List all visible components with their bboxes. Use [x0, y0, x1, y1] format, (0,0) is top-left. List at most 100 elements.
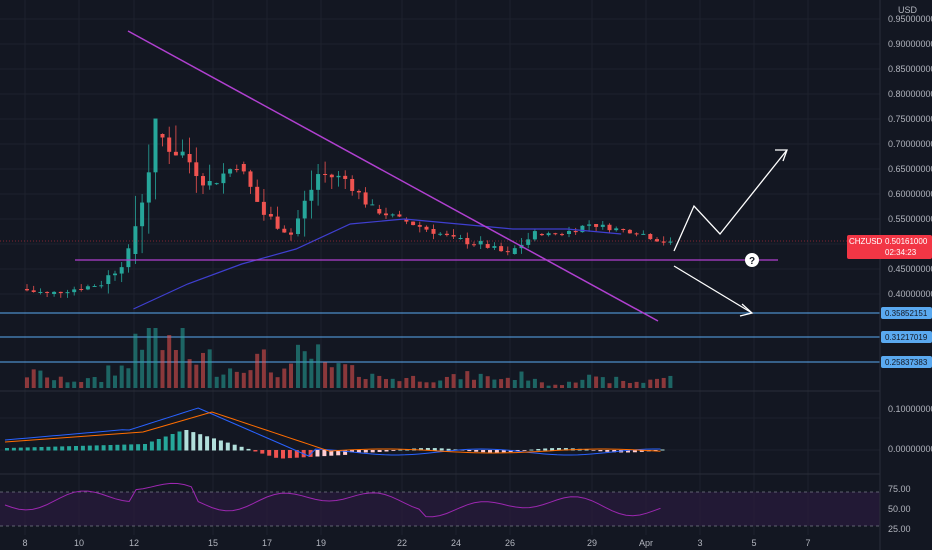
- volume-bar: [431, 382, 436, 388]
- volume-bar: [655, 378, 659, 388]
- candle-body: [465, 237, 470, 245]
- candle-body: [140, 202, 145, 227]
- symbol-label: CHZUSD: [849, 237, 883, 246]
- volume-bar: [153, 328, 158, 388]
- volume-bar: [648, 379, 653, 388]
- candle-body: [397, 214, 402, 217]
- candle-body: [201, 176, 205, 186]
- macd-histogram: [5, 430, 665, 459]
- candle-body: [214, 183, 219, 185]
- candle-body: [546, 233, 551, 236]
- volume-bar: [58, 376, 63, 388]
- price-axis-label: 0.90000000: [888, 39, 932, 49]
- candle-body: [648, 234, 653, 240]
- candle-body: [539, 234, 544, 236]
- bullish-scenario-arrow[interactable]: [673, 149, 788, 252]
- chart-grid: [0, 0, 880, 535]
- macd-histogram-bar: [474, 450, 479, 452]
- candle-body: [126, 248, 131, 268]
- volume-bar: [444, 376, 449, 388]
- candle-body: [85, 286, 90, 290]
- volume-bar: [201, 352, 205, 388]
- macd-histogram-bar: [391, 450, 396, 451]
- macd-histogram-bar: [184, 430, 189, 451]
- candle-body: [451, 235, 456, 237]
- volume-bar: [370, 373, 375, 388]
- macd-histogram-bar: [143, 444, 147, 451]
- rsi-axis-label: 25.00: [888, 524, 911, 534]
- macd-histogram-bar: [163, 436, 168, 451]
- macd-histogram-bar: [343, 450, 348, 455]
- volume-bar: [221, 374, 226, 388]
- date-axis-label: 22: [397, 538, 407, 548]
- macd-histogram-bar: [156, 439, 161, 451]
- price-axis-label: 0.80000000: [888, 89, 932, 99]
- candle-body: [106, 275, 111, 284]
- candle-body: [370, 204, 375, 206]
- date-axis-label: 17: [262, 538, 272, 548]
- volume-bar: [350, 365, 355, 388]
- volume-bar: [343, 364, 348, 388]
- candle-body: [180, 151, 185, 156]
- horizontal-levels: [0, 312, 880, 363]
- candle-body: [167, 137, 172, 152]
- candle-body: [661, 241, 666, 243]
- volume-bar: [336, 363, 341, 388]
- candle-body: [499, 246, 504, 252]
- macd-histogram-bar: [225, 442, 230, 451]
- volume-bar: [587, 374, 592, 388]
- candle-body: [343, 175, 348, 179]
- candle-body: [302, 200, 307, 219]
- descending-trendline[interactable]: [127, 30, 659, 322]
- volume-bar: [228, 368, 233, 388]
- volume-bar: [133, 333, 138, 388]
- candle-body: [627, 229, 632, 234]
- bearish-scenario-arrow[interactable]: [673, 265, 753, 314]
- price-axis-label: 0.65000000: [888, 164, 932, 174]
- volume-bar: [207, 349, 212, 388]
- volume-bar: [140, 349, 145, 388]
- macd-histogram-bar: [149, 441, 154, 451]
- price-axis-label: 0.45000000: [888, 264, 932, 274]
- candle-body: [363, 192, 368, 205]
- macd-histogram-bar: [129, 444, 134, 451]
- volume-bar: [214, 376, 219, 388]
- volume-bar: [194, 364, 199, 388]
- volume-bar: [167, 335, 172, 388]
- volume-bar: [356, 376, 361, 388]
- candle-body: [65, 292, 70, 294]
- macd-histogram-bar: [488, 450, 492, 453]
- volume-bar: [465, 371, 470, 388]
- candle-body: [45, 291, 50, 293]
- candle-body: [594, 224, 599, 227]
- volume-bar: [268, 372, 273, 388]
- candle-body: [336, 175, 341, 178]
- candle-body: [567, 230, 571, 234]
- volume-bar: [79, 382, 84, 388]
- date-axis-label: 5: [751, 538, 756, 548]
- question-icon[interactable]: [745, 253, 759, 267]
- moving-average-line: [133, 218, 622, 310]
- volume-bar: [99, 381, 104, 388]
- candle-body: [390, 214, 395, 216]
- candle-body: [384, 213, 388, 216]
- macd-histogram-bar: [543, 448, 548, 451]
- candle-body: [458, 237, 463, 239]
- volume-bar: [296, 344, 300, 388]
- macd-histogram-bar: [232, 444, 237, 451]
- candle-body: [505, 251, 510, 253]
- candle-body: [248, 171, 253, 187]
- macd-histogram-bar: [557, 448, 561, 451]
- candle-body: [316, 174, 321, 190]
- macd-histogram-bar: [501, 450, 506, 453]
- volume-bar: [634, 381, 639, 388]
- volume-bar: [546, 385, 551, 388]
- price-axis-label: 0.75000000: [888, 114, 932, 124]
- macd-histogram-bar: [18, 447, 23, 451]
- macd-axis-label: 0.10000000: [888, 404, 932, 414]
- date-axis-label: 26: [505, 538, 515, 548]
- macd-histogram-bar: [94, 445, 99, 451]
- macd-histogram-bar: [419, 448, 423, 451]
